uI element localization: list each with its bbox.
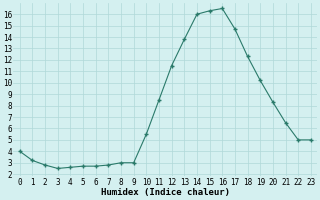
- X-axis label: Humidex (Indice chaleur): Humidex (Indice chaleur): [101, 188, 230, 197]
